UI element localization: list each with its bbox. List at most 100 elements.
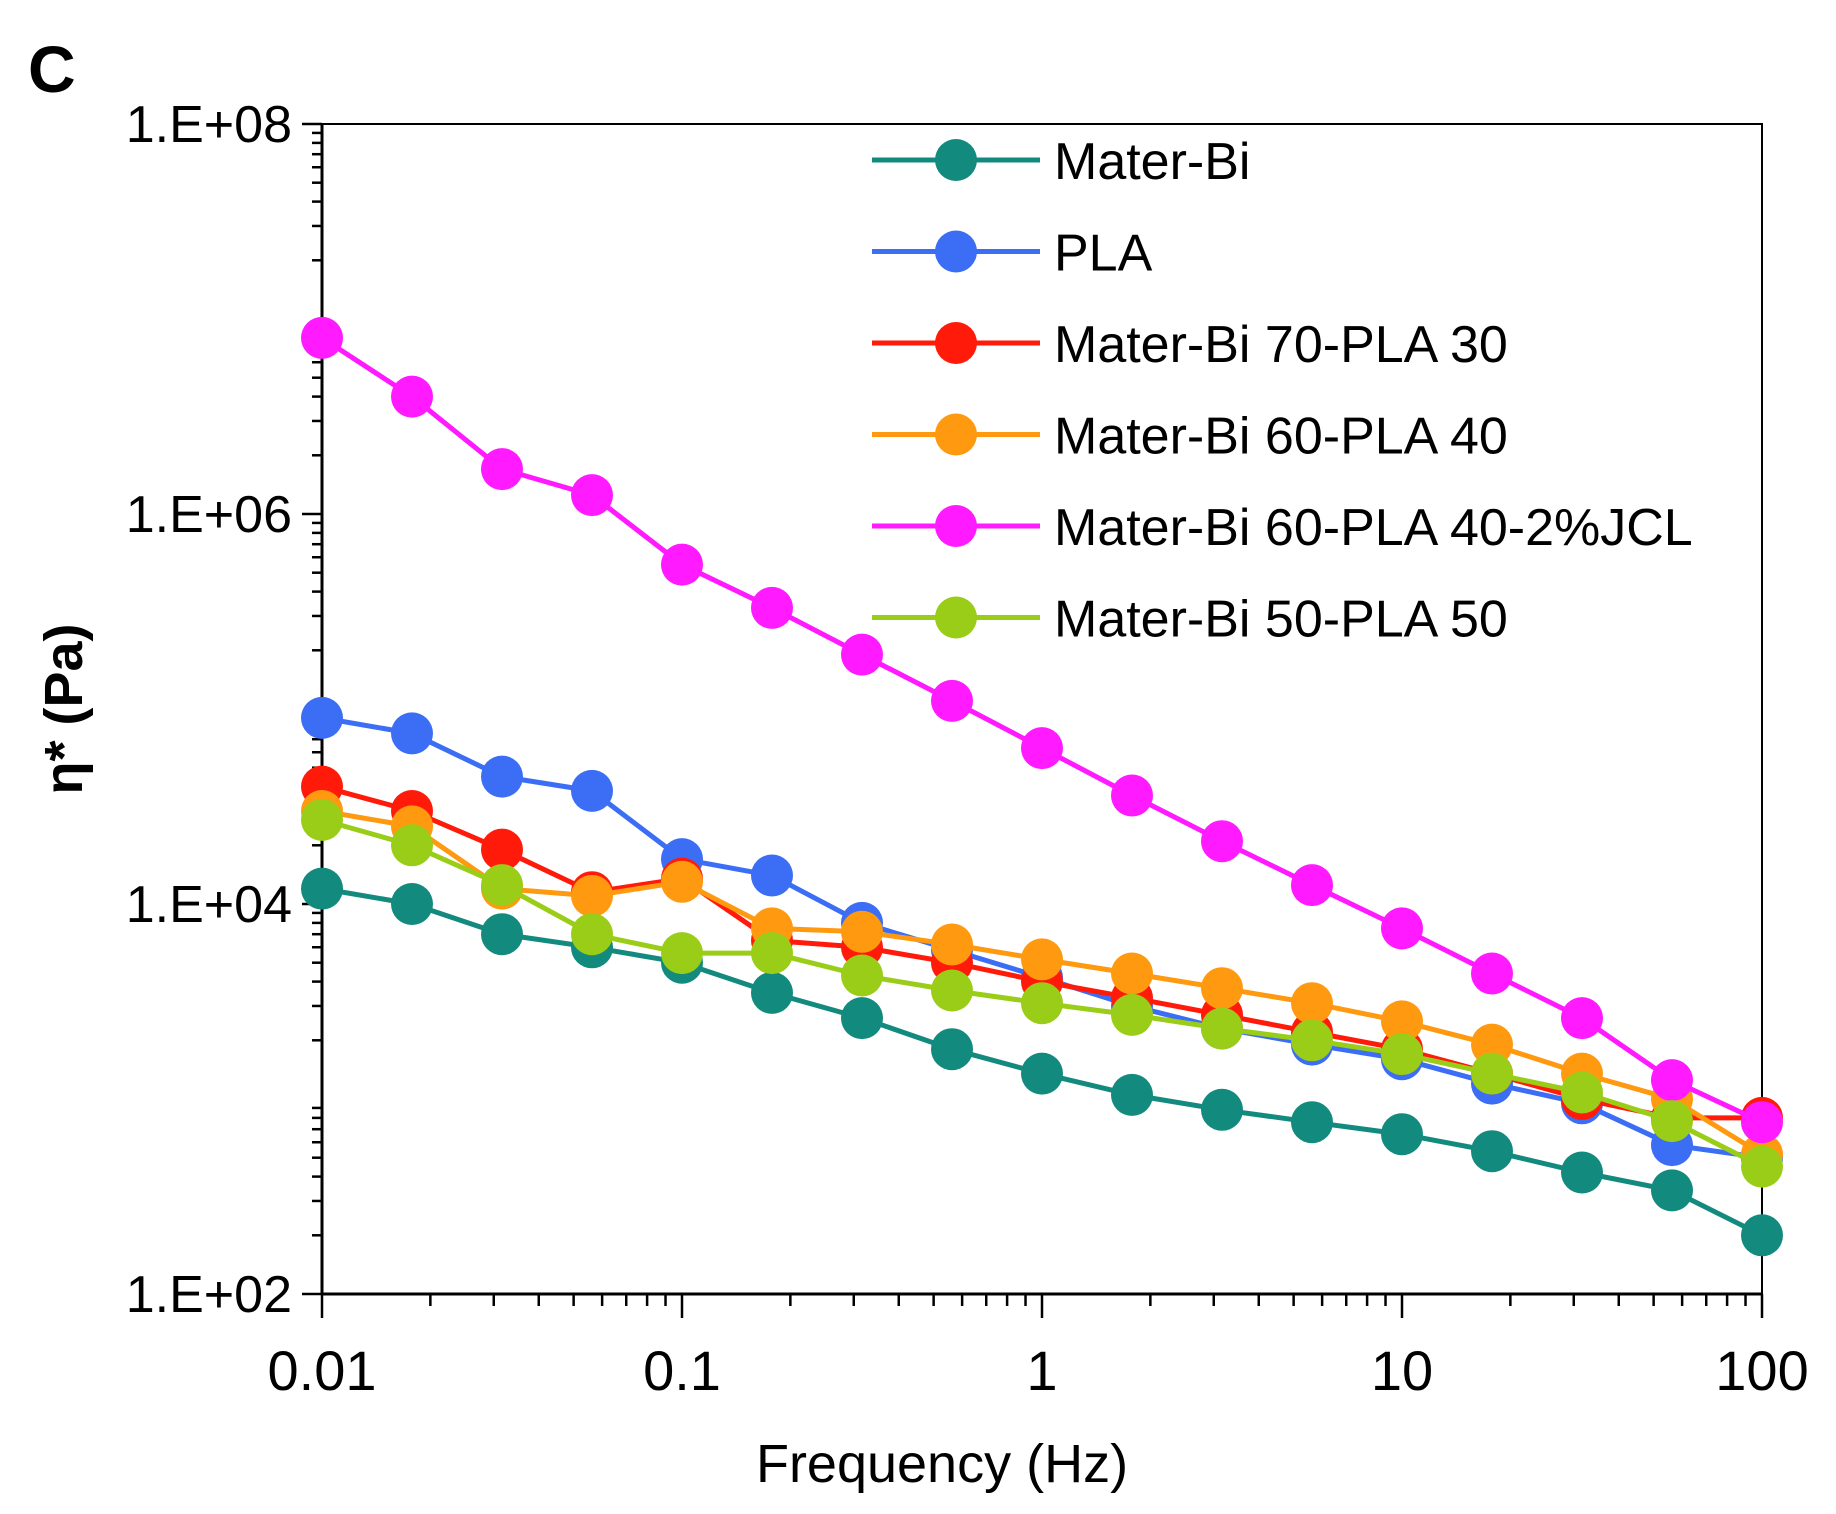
y-axis-ticks: 1.E+02 1.E+04 1.E+06 1.E+08 bbox=[126, 96, 322, 1324]
data-point bbox=[1471, 1130, 1513, 1173]
data-point bbox=[1291, 1019, 1333, 1062]
data-point bbox=[1111, 952, 1153, 995]
data-point bbox=[751, 586, 793, 629]
x-tick-label: 100 bbox=[1715, 1339, 1808, 1402]
legend-item: Mater-Bi 60-PLA 40-2%JCL bbox=[872, 499, 1693, 557]
data-point bbox=[1201, 967, 1243, 1010]
minor-ticks bbox=[312, 131, 1747, 1306]
data-point bbox=[1471, 1052, 1513, 1095]
data-point bbox=[1381, 1000, 1423, 1043]
series-layer bbox=[301, 316, 1783, 1257]
data-point bbox=[391, 712, 433, 755]
data-point bbox=[481, 864, 523, 907]
y-tick-label: 1.E+06 bbox=[126, 486, 292, 544]
data-point bbox=[931, 923, 973, 966]
data-point bbox=[1561, 997, 1603, 1040]
data-point bbox=[1561, 1071, 1603, 1114]
data-point bbox=[841, 997, 883, 1040]
data-point bbox=[1021, 938, 1063, 981]
series-0 bbox=[301, 867, 1783, 1257]
plot-frame bbox=[321, 123, 1763, 1295]
data-point bbox=[1651, 1059, 1693, 1102]
data-point bbox=[481, 448, 523, 491]
data-point bbox=[301, 798, 343, 841]
legend-swatch-marker bbox=[935, 596, 977, 639]
data-point bbox=[1741, 1101, 1783, 1144]
data-point bbox=[751, 854, 793, 897]
data-point bbox=[301, 316, 343, 359]
data-point bbox=[301, 696, 343, 739]
legend-swatch-marker bbox=[935, 505, 977, 547]
data-point bbox=[1111, 774, 1153, 817]
data-point bbox=[1201, 1088, 1243, 1131]
data-point bbox=[751, 932, 793, 975]
data-point bbox=[1111, 1073, 1153, 1116]
x-axis-ticks: 0.01 0.1 1 10 100 bbox=[268, 1294, 1809, 1402]
data-point bbox=[1651, 1169, 1693, 1212]
y-tick-label: 1.E+04 bbox=[126, 876, 292, 934]
panel-label: C bbox=[28, 32, 76, 106]
data-point bbox=[1741, 1145, 1783, 1188]
data-point bbox=[481, 828, 523, 871]
x-tick-label: 0.01 bbox=[268, 1339, 377, 1402]
data-point bbox=[1471, 1023, 1513, 1066]
data-point bbox=[1291, 982, 1333, 1025]
data-point bbox=[661, 543, 703, 586]
data-point bbox=[1741, 1214, 1783, 1257]
legend-label: Mater-Bi 70-PLA 30 bbox=[1054, 316, 1508, 374]
series-5 bbox=[301, 798, 1783, 1188]
x-tick-label: 0.1 bbox=[643, 1339, 721, 1402]
data-point bbox=[841, 910, 883, 953]
data-point bbox=[571, 874, 613, 917]
legend-item: Mater-Bi 70-PLA 30 bbox=[872, 316, 1508, 374]
legend-label: Mater-Bi 60-PLA 40-2%JCL bbox=[1054, 499, 1693, 557]
data-point bbox=[1381, 1033, 1423, 1076]
legend: Mater-Bi PLA Mater-Bi 70-PLA 30 Mater-Bi 60… bbox=[872, 133, 1693, 649]
legend-item: Mater-Bi bbox=[872, 133, 1250, 191]
data-point bbox=[931, 679, 973, 722]
data-point bbox=[931, 1028, 973, 1071]
legend-item: PLA bbox=[872, 225, 1153, 283]
legend-swatch-marker bbox=[935, 139, 977, 181]
data-point bbox=[1651, 1100, 1693, 1143]
data-point bbox=[1471, 952, 1513, 995]
x-tick-label: 10 bbox=[1371, 1339, 1433, 1402]
data-point bbox=[751, 971, 793, 1014]
data-point bbox=[1021, 727, 1063, 770]
data-point bbox=[1021, 1052, 1063, 1095]
y-tick-label: 1.E+08 bbox=[126, 96, 292, 154]
data-point bbox=[1021, 982, 1063, 1025]
legend-swatch-marker bbox=[935, 230, 977, 273]
data-point bbox=[1111, 993, 1153, 1036]
data-point bbox=[1561, 1151, 1603, 1194]
data-point bbox=[841, 633, 883, 676]
data-point bbox=[841, 954, 883, 997]
legend-label: Mater-Bi 60-PLA 40 bbox=[1054, 408, 1508, 466]
data-point bbox=[481, 755, 523, 798]
data-point bbox=[391, 375, 433, 418]
data-point bbox=[1201, 820, 1243, 863]
series-3 bbox=[301, 790, 1783, 1176]
data-point bbox=[1381, 1113, 1423, 1156]
series-4 bbox=[301, 316, 1783, 1144]
legend-swatch-marker bbox=[935, 322, 977, 364]
legend-label: Mater-Bi 50-PLA 50 bbox=[1054, 591, 1508, 649]
data-point bbox=[661, 860, 703, 903]
data-point bbox=[1201, 1007, 1243, 1050]
data-point bbox=[391, 824, 433, 867]
data-point bbox=[391, 883, 433, 925]
data-point bbox=[1291, 864, 1333, 907]
data-point bbox=[1291, 1101, 1333, 1144]
legend-label: PLA bbox=[1054, 225, 1153, 283]
x-axis-title: Frequency (Hz) bbox=[756, 1434, 1128, 1494]
legend-item: Mater-Bi 50-PLA 50 bbox=[872, 591, 1508, 649]
data-point bbox=[301, 867, 343, 910]
data-point bbox=[1381, 907, 1423, 950]
data-point bbox=[571, 769, 613, 812]
data-point bbox=[481, 913, 523, 956]
legend-item: Mater-Bi 60-PLA 40 bbox=[872, 408, 1508, 466]
legend-label: Mater-Bi bbox=[1054, 133, 1250, 191]
data-point bbox=[571, 474, 613, 517]
y-axis-title: η* (Pa) bbox=[34, 623, 94, 794]
